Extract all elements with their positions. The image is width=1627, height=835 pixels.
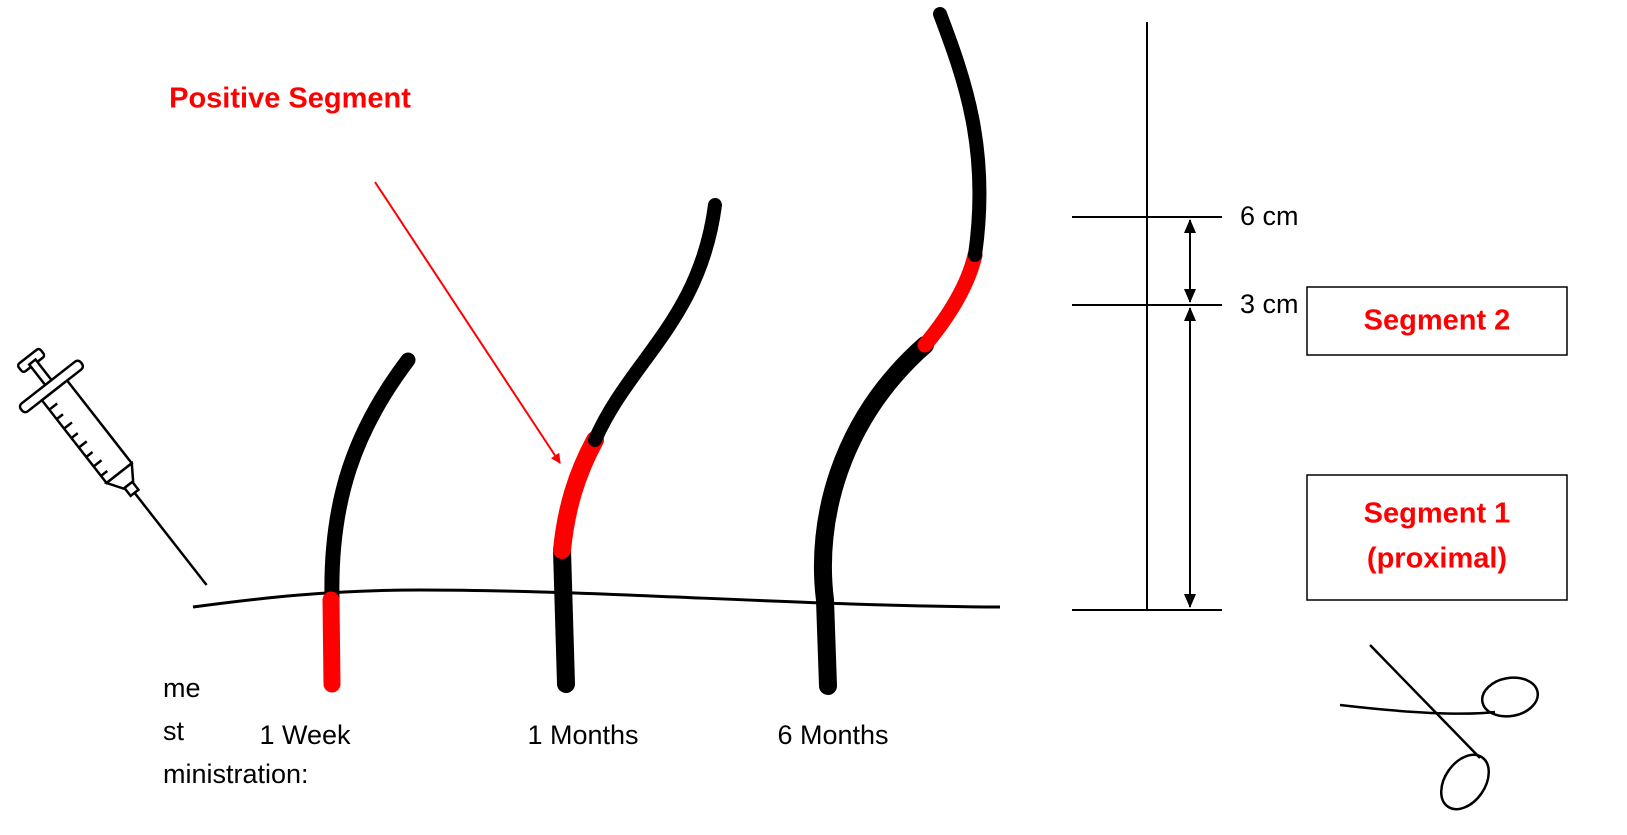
segment-label: Segment 2 <box>1364 305 1511 337</box>
segment-box <box>1307 475 1567 600</box>
callout-label: Positive Segment <box>169 83 411 115</box>
note-line: ministration: <box>163 759 309 789</box>
segment-label: (proximal) <box>1367 543 1507 575</box>
segment-label: Segment 1 <box>1364 498 1511 530</box>
hair-black <box>940 14 980 255</box>
note-line: me <box>163 673 201 703</box>
skin-line <box>193 590 1000 607</box>
hair-red <box>562 440 595 550</box>
time-label: 1 Months <box>527 720 638 750</box>
diagram: Positive Segment 1 Week 1 Months 6 Month… <box>0 0 1627 835</box>
time-label: 6 Months <box>777 720 888 750</box>
scale-label: 6 cm <box>1240 201 1299 231</box>
time-label: 1 Week <box>259 720 351 750</box>
callout-arrow <box>375 182 560 463</box>
hair-red <box>331 600 332 684</box>
scale-label: 3 cm <box>1240 289 1299 319</box>
syringe-icon <box>0 333 237 608</box>
hair-red <box>925 255 975 345</box>
hair-black <box>823 345 925 686</box>
note-line: st <box>163 716 185 746</box>
scissors-icon <box>1340 645 1541 818</box>
hair-black <box>332 360 408 598</box>
hair-black <box>595 205 715 440</box>
page: {"callout": "Positive Segment", "time_la… <box>0 0 1627 835</box>
hair-black <box>562 550 566 684</box>
